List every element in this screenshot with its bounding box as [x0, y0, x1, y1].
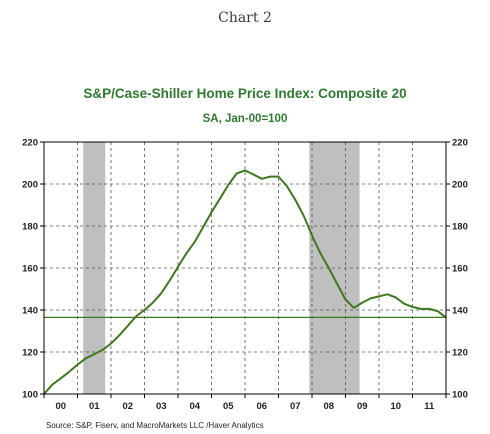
- x-tick-label: 00: [55, 401, 66, 412]
- x-tick-label: 02: [122, 401, 133, 412]
- chart-title: S&P/Case-Shiller Home Price Index: Compo…: [83, 86, 406, 101]
- x-tick-label: 11: [424, 401, 435, 412]
- y-tick-label-left: 120: [22, 348, 38, 359]
- x-tick-label: 09: [357, 401, 368, 412]
- x-tick-label: 08: [323, 401, 334, 412]
- grid-lines: [44, 142, 446, 394]
- chart-subtitle: SA, Jan-00=100: [203, 113, 288, 125]
- y-tick-label-left: 180: [22, 222, 38, 233]
- y-tick-label-left: 220: [22, 138, 38, 149]
- y-tick-label-right: 140: [452, 306, 468, 317]
- y-tick-label-right: 180: [452, 222, 468, 233]
- y-tick-label-left: 140: [22, 306, 38, 317]
- x-tick-label: 10: [390, 401, 401, 412]
- y-tick-label-left: 200: [22, 180, 38, 191]
- y-tick-label-right: 160: [452, 264, 468, 275]
- x-tick-label: 06: [256, 401, 267, 412]
- y-tick-label-right: 200: [452, 180, 468, 191]
- series-line-1: [43, 169, 447, 395]
- x-tick-label: 05: [223, 401, 234, 412]
- y-tick-label-right: 120: [452, 348, 468, 359]
- x-tick-label: 07: [290, 401, 301, 412]
- x-tick-label: 01: [89, 401, 100, 412]
- y-tick-label-left: 160: [22, 264, 38, 275]
- source-note: Source: S&P, Fiserv, and MacroMarkets LL…: [46, 421, 264, 430]
- x-tick-label: 03: [156, 401, 167, 412]
- x-tick-label: 04: [189, 401, 200, 412]
- y-tick-label-right: 220: [452, 138, 468, 149]
- y-tick-label-right: 100: [452, 390, 468, 401]
- y-tick-label-left: 100: [22, 390, 38, 401]
- series-layer: [43, 169, 447, 395]
- page-title: Chart 2: [218, 10, 272, 26]
